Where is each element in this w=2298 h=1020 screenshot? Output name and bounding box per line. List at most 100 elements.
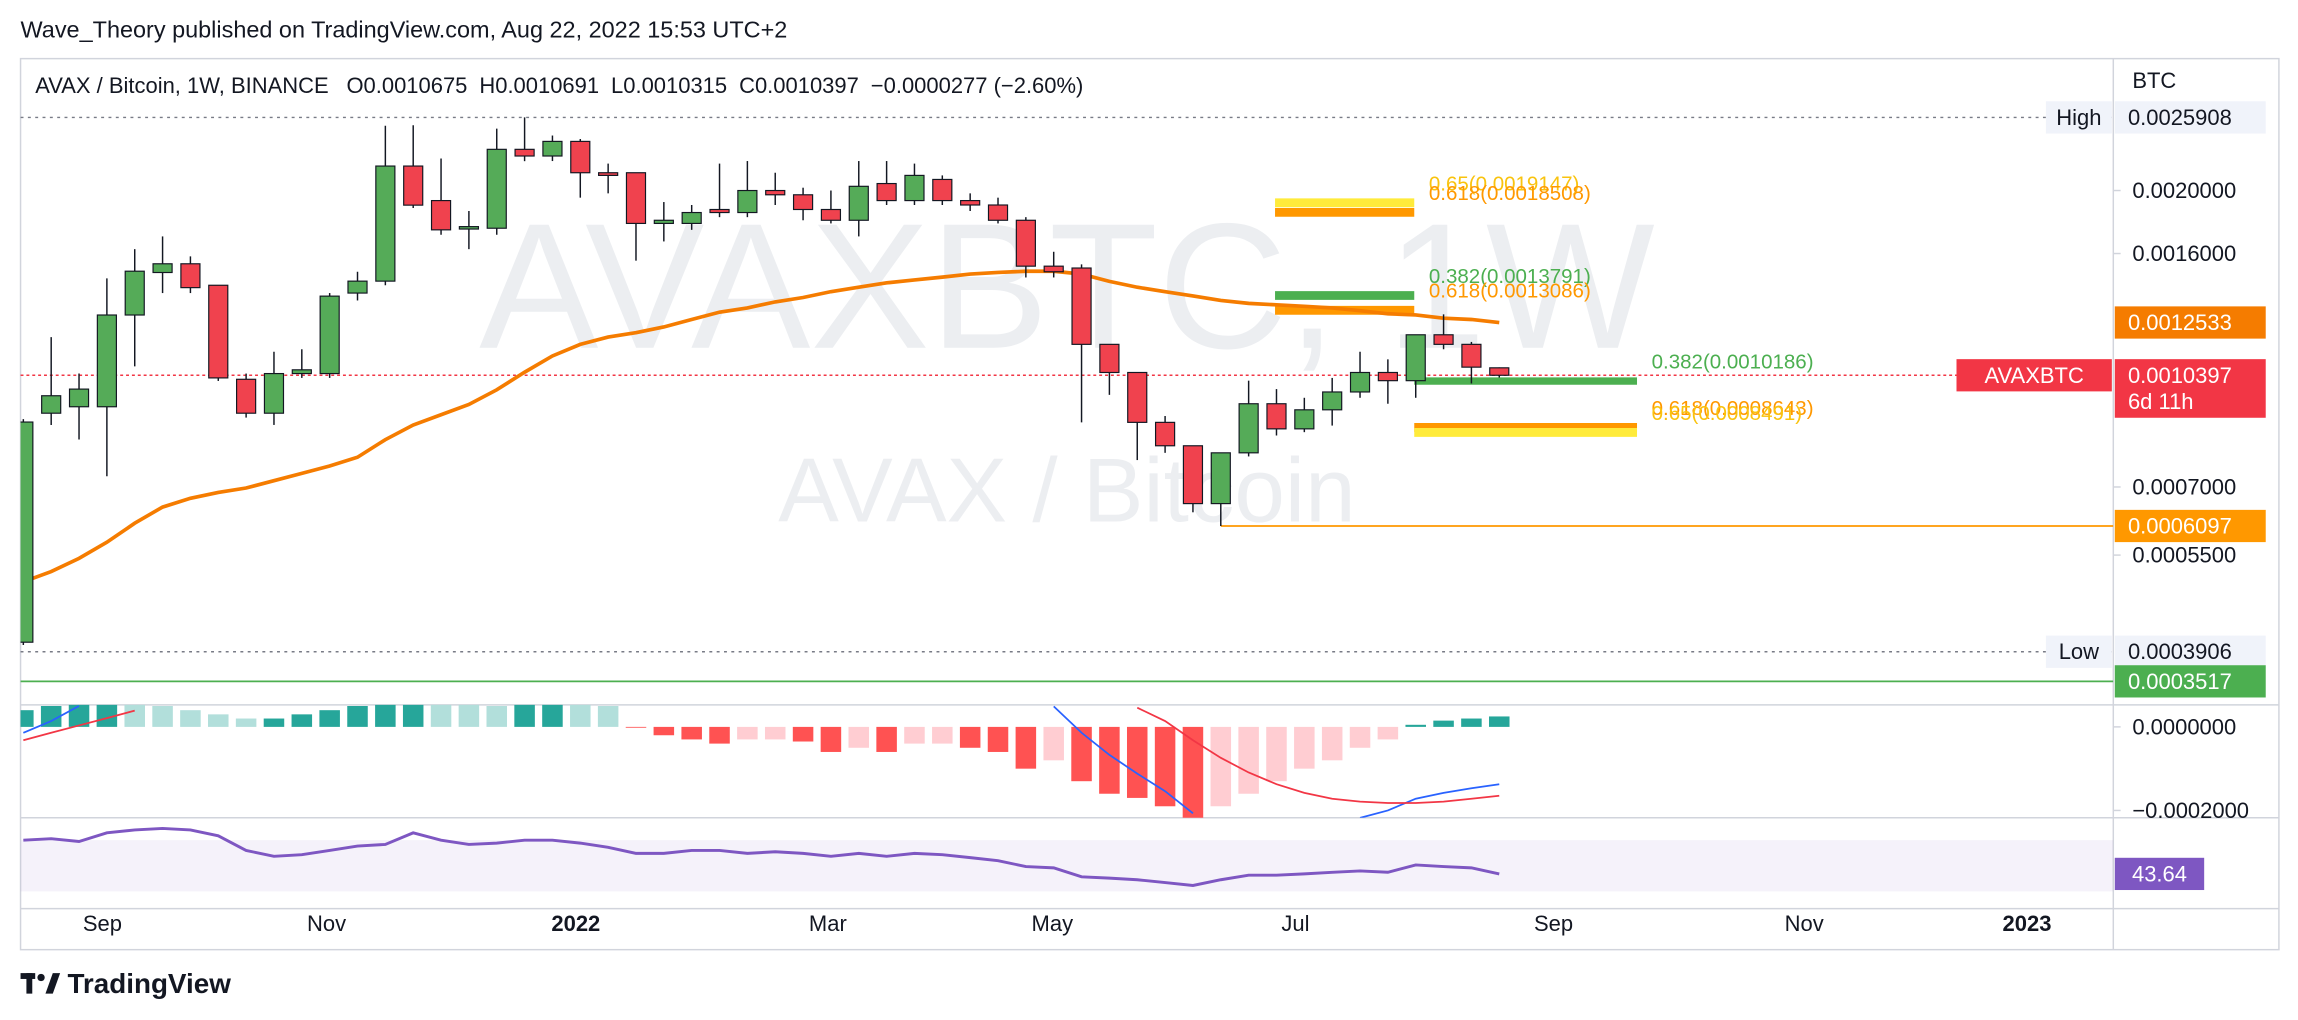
fib-label: 0.65(0.0019147) (1429, 172, 1579, 195)
macd-histogram-bar (542, 704, 563, 727)
candle-body (1154, 421, 1176, 447)
candle-body (347, 280, 368, 294)
candle-body (514, 148, 535, 157)
rsi-line (23, 826, 1500, 887)
price-tag: High (2056, 105, 2101, 130)
candle-body (68, 388, 90, 408)
candle-body (1377, 371, 1398, 382)
macd-histogram-bar (1266, 726, 1287, 782)
logo-part (45, 973, 61, 994)
macd-histogram-bar (848, 726, 870, 748)
candle-body (319, 295, 340, 375)
macd-histogram-bar (1126, 726, 1148, 798)
rsi-pane (20, 826, 2114, 892)
macd-histogram-bar (1349, 726, 1371, 748)
macd-histogram-bar (597, 706, 619, 727)
macd-histogram-bar (737, 726, 758, 740)
low-value: L0.0010315 (611, 72, 727, 97)
price-label: 0.0003906 (2128, 639, 2232, 664)
fib-label: 0.618(0.0018508) (1429, 182, 1591, 205)
macd-histogram-bar (1294, 726, 1315, 769)
fib-levels: 0.65(0.0019147)0.618(0.0018508) 0.382(0.0… (1275, 172, 1814, 437)
watermark-sub: AVAX / Bitcoin (778, 440, 1355, 541)
signal-line (23, 706, 1500, 804)
candle-body (1489, 367, 1510, 376)
candle-body (1127, 371, 1148, 423)
macd-histogram-bar (486, 706, 508, 727)
macd-histogram-bar (319, 710, 340, 727)
price-label: 0.0025908 (2128, 105, 2232, 130)
candle-body (1043, 265, 1064, 273)
x-tick-label: May (1032, 911, 1074, 936)
candle-body (1294, 409, 1315, 430)
candle-body (625, 172, 647, 225)
macd-histogram-bar (1321, 726, 1343, 761)
candle-body (820, 208, 842, 221)
candle-body (932, 178, 953, 202)
macd-histogram-bar (68, 704, 90, 727)
fib-label: 0.618(0.0013086) (1429, 280, 1591, 303)
candles (20, 117, 1510, 646)
candle-body (180, 263, 201, 289)
macd-histogram-bar (959, 726, 981, 748)
macd-histogram-bar (764, 726, 786, 740)
macd-histogram-bar (402, 704, 424, 727)
brand-name: TradingView (67, 968, 231, 999)
logo-part (37, 973, 45, 982)
candle-body (681, 211, 702, 225)
price-label-box (2114, 509, 2266, 543)
candle-body (653, 219, 674, 225)
candle-body (1433, 334, 1454, 345)
macd-histogram-bar (709, 726, 730, 744)
macd-histogram-bar (1405, 724, 1426, 727)
candle-body (848, 185, 869, 221)
candle-body (1349, 371, 1371, 393)
candle-body (375, 165, 396, 282)
macd-histogram-bar (1433, 720, 1454, 727)
candle-body (960, 199, 981, 206)
macd-histogram-bar (820, 726, 842, 752)
candle-body (1405, 334, 1426, 382)
x-tick-label: Sep (83, 911, 122, 936)
price-label-box (2114, 101, 2266, 134)
price-label: 0.0006097 (2128, 513, 2232, 538)
macd-histogram-bar (1099, 726, 1120, 794)
price-unit: BTC (2132, 68, 2176, 93)
brand-logo (20, 973, 61, 994)
rsi-label: 43.64 (2132, 861, 2187, 886)
candle-body (709, 208, 730, 214)
candle-body (41, 395, 62, 414)
price-tag-box (1956, 359, 2112, 392)
macd-histogram-bar (1377, 726, 1399, 740)
candle-body (904, 174, 925, 202)
candle-body (1099, 343, 1120, 374)
macd-histogram-bar (1238, 726, 1259, 794)
candle-body (152, 263, 173, 274)
countdown-label: 6d 11h (2128, 389, 2194, 414)
price-lines (20, 116, 2114, 683)
candle-body (1322, 391, 1343, 411)
macd-histogram-bar (263, 718, 285, 727)
macd-histogram-bar (792, 726, 814, 742)
candle-body (1238, 403, 1259, 454)
candle-body (124, 270, 145, 316)
macd-histogram-bar (570, 704, 591, 727)
macd-histogram-bar (124, 704, 145, 727)
x-tick-label: Jul (1281, 911, 1309, 936)
macd-histogram-bar (180, 710, 201, 727)
macd-y-tick-label: 0.0000000 (2132, 714, 2236, 739)
y-tick-label: 0.0016000 (2132, 241, 2236, 266)
close-value: C0.0010397 (739, 72, 859, 97)
high-value: H0.0010691 (479, 72, 599, 97)
candle-body (96, 314, 117, 408)
y-tick-label: 0.0005500 (2132, 543, 2236, 568)
price-label-box (2114, 665, 2266, 698)
x-tick-label: Nov (307, 911, 346, 936)
candle-body (792, 194, 814, 211)
macd-histogram-bar (1015, 726, 1037, 769)
publisher-line: Wave_Theory published on TradingView.com… (21, 16, 788, 42)
open-value: O0.0010675 (346, 72, 467, 97)
candle-body (1210, 452, 1231, 505)
macd-histogram-bar (681, 726, 702, 740)
